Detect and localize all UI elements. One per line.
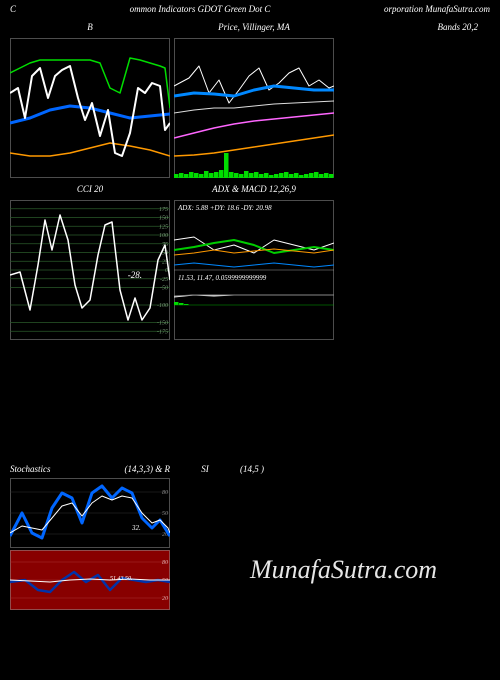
cci-title: CCI 20 bbox=[10, 182, 170, 196]
bb-panel bbox=[10, 38, 170, 178]
cci-chart: 1751501251007550250-25-50-100-150-175-28… bbox=[10, 200, 170, 340]
svg-text:125: 125 bbox=[159, 224, 168, 230]
header-right: orporation MunafaSutra.com bbox=[384, 4, 490, 14]
svg-text:51.43 50.: 51.43 50. bbox=[110, 575, 133, 582]
stoch-title-right: (14,5 ) bbox=[240, 464, 400, 474]
stochastics-chart: 80502032. bbox=[10, 478, 170, 548]
svg-text:-175: -175 bbox=[157, 329, 168, 335]
header-center: ommon Indicators GDOT Green Dot C bbox=[130, 4, 271, 14]
price-ma-panel bbox=[174, 38, 334, 178]
svg-text:-25: -25 bbox=[160, 277, 168, 283]
stoch-title-left: Stochastics bbox=[10, 464, 65, 474]
svg-text:0: 0 bbox=[165, 268, 168, 274]
spacer bbox=[0, 342, 500, 462]
price-ma-title: Price, Villinger, MA bbox=[174, 20, 334, 34]
svg-text:11.53, 11.47, 0.059999999999: 11.53, 11.47, 0.0599999999999 bbox=[178, 274, 267, 282]
bb-title: B bbox=[10, 20, 170, 34]
rsi-title: SI bbox=[170, 464, 240, 474]
svg-text:150: 150 bbox=[159, 216, 168, 222]
stoch-title-center: (14,3,3) & R bbox=[65, 464, 170, 474]
rsi-panel: 80502051.43 50. bbox=[10, 550, 490, 610]
svg-text:80: 80 bbox=[162, 560, 168, 566]
svg-text:-28.: -28. bbox=[128, 270, 142, 280]
svg-text:-50: -50 bbox=[160, 286, 168, 292]
svg-text:32.: 32. bbox=[131, 524, 141, 532]
cci-panel: 1751501251007550250-25-50-100-150-175-28… bbox=[10, 200, 170, 340]
adx-macd-title: ADX & MACD 12,26,9 bbox=[174, 182, 334, 196]
svg-text:50: 50 bbox=[162, 511, 168, 517]
rsi-chart: 80502051.43 50. bbox=[10, 550, 170, 610]
page-header: C ommon Indicators GDOT Green Dot C orpo… bbox=[0, 0, 500, 18]
price-ma-chart bbox=[174, 38, 334, 178]
row-3-titles: Stochastics (14,3,3) & R SI (14,5 ) bbox=[0, 462, 500, 476]
row-2-charts: 1751501251007550250-25-50-100-150-175-28… bbox=[0, 198, 500, 342]
bands-title: Bands 20,2 bbox=[338, 20, 478, 34]
adx-macd-panel: ADX: 5.88 +DY: 18.6 -DY: 20.9811.53, 11.… bbox=[174, 200, 334, 340]
svg-text:100: 100 bbox=[159, 233, 168, 239]
svg-text:80: 80 bbox=[162, 490, 168, 496]
header-left: C bbox=[10, 4, 16, 14]
svg-text:20: 20 bbox=[162, 596, 168, 602]
adx-macd-chart: ADX: 5.88 +DY: 18.6 -DY: 20.9811.53, 11.… bbox=[174, 200, 334, 340]
row-1-titles: B Price, Villinger, MA Bands 20,2 bbox=[0, 18, 500, 36]
row-1-charts bbox=[0, 36, 500, 180]
svg-text:-100: -100 bbox=[157, 303, 168, 309]
stochastics-panel: 80502032. bbox=[10, 478, 490, 548]
svg-text:ADX: 5.88 +DY: 18.6 -DY:: ADX: 5.88 +DY: 18.6 -DY: 20.98 bbox=[177, 204, 272, 212]
svg-text:-150: -150 bbox=[157, 321, 168, 327]
row-2-titles: CCI 20 ADX & MACD 12,26,9 bbox=[0, 180, 500, 198]
row-3-charts: 80502032. 80502051.43 50. bbox=[0, 476, 500, 612]
svg-text:175: 175 bbox=[159, 207, 168, 213]
bb-chart bbox=[10, 38, 170, 178]
